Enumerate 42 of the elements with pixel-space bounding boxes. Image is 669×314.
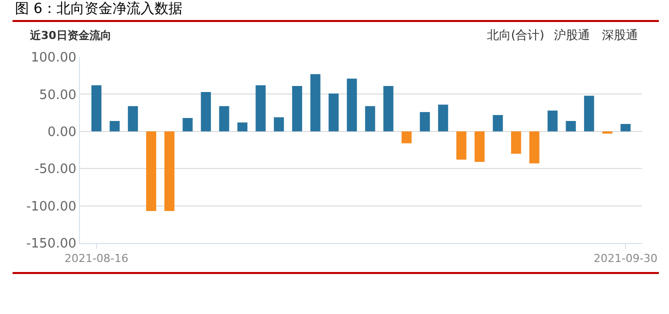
x-tick-label: 2021-08-16 [64,252,128,266]
bar [474,131,485,162]
chart-subtitle: 近30日资金流向 [29,29,112,42]
bar [548,110,558,132]
bar [511,131,522,154]
bar [164,131,174,212]
bar [219,106,230,132]
bar [310,74,320,132]
bar [128,106,138,132]
y-tick-label: 100.00 [30,50,76,66]
bar [146,131,156,212]
bar [492,115,503,132]
bar [110,120,120,132]
bar [620,124,631,132]
bar [346,78,357,132]
text: 深股通 [602,28,638,42]
bar [566,120,576,132]
bar [584,96,594,132]
bar [402,131,412,144]
bar [91,85,102,132]
bar [256,85,266,132]
bar [456,131,466,160]
bar [365,106,376,132]
bar [438,104,448,132]
text: 沪股通 [554,28,590,42]
y-tick-label: -100.00 [26,199,76,214]
bar [383,86,394,132]
y-tick-label: 0.00 [47,124,76,140]
chart-title: 图 6：北向资金净流入数据 [15,1,182,17]
y-tick-label: -50.00 [34,162,76,178]
bar [274,117,284,132]
bar [182,118,193,132]
bar [292,86,302,132]
bar [328,93,339,132]
x-tick-label: 2021-09-30 [594,252,658,266]
bar [529,131,540,164]
text: 北向(合计) [487,28,544,42]
bar [420,112,430,132]
bar [237,122,248,132]
bar [200,92,211,132]
y-tick-label: 50.00 [39,88,76,103]
y-tick-label: -150.00 [26,236,76,252]
